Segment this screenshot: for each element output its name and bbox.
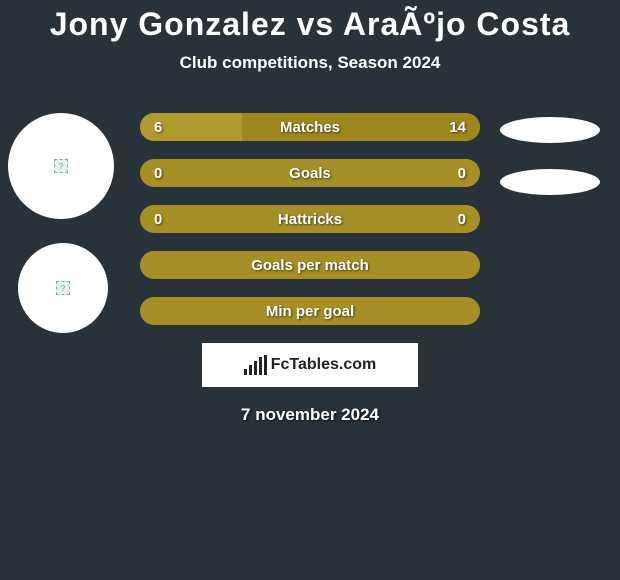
logo-text: FcTables.com [271,356,377,374]
stat-bar: 0 0 Hattricks [140,205,480,233]
flag-ellipse [500,169,600,195]
page-subtitle: Club competitions, Season 2024 [0,53,620,73]
stat-value-right: 0 [458,211,466,228]
stat-value-right: 14 [449,119,466,136]
stat-label: Goals per match [251,257,369,274]
stat-value-right: 0 [458,165,466,182]
date-label: 7 november 2024 [0,405,620,425]
stat-bar: Goals per match [140,251,480,279]
stat-label: Matches [280,119,340,136]
stat-label: Goals [289,165,331,182]
stat-value-left: 6 [154,119,162,136]
stat-value-left: 0 [154,165,162,182]
stat-bar: Min per goal [140,297,480,325]
flag-ellipse [500,117,600,143]
image-placeholder-icon: ? [54,159,68,173]
comparison-bars: 6 14 Matches 0 0 Goals 0 0 Hattricks Goals per ma… [140,113,480,325]
player-avatar-left-2: ? [18,243,108,333]
fctables-logo: FcTables.com [202,343,418,387]
stat-bar: 6 14 Matches [140,113,480,141]
page-title: Jony Gonzalez vs AraÃºjo Costa [0,0,620,43]
stat-bar: 0 0 Goals [140,159,480,187]
logo-bars-icon [244,355,267,375]
image-placeholder-icon: ? [56,281,70,295]
player-avatar-left-1: ? [8,113,114,219]
stat-value-left: 0 [154,211,162,228]
stat-label: Min per goal [266,303,354,320]
comparison-content: ? ? 6 14 Matches 0 0 Goals 0 0 Hattricks Goals pe… [0,113,620,425]
stat-label: Hattricks [278,211,342,228]
